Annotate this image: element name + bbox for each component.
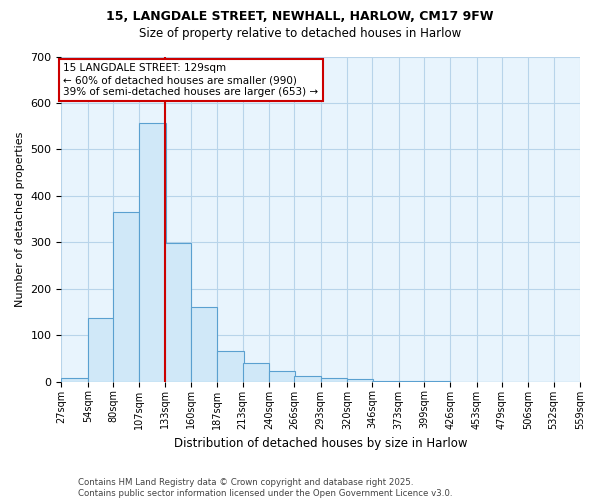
Bar [269,372,295,382]
Bar [191,307,217,382]
Y-axis label: Number of detached properties: Number of detached properties [15,132,25,307]
Bar [347,380,373,382]
Text: Contains HM Land Registry data © Crown copyright and database right 2025.
Contai: Contains HM Land Registry data © Crown c… [78,478,452,498]
Bar [61,378,88,382]
Bar [88,318,114,382]
Bar [321,378,347,382]
Bar [373,380,398,382]
Text: 15, LANGDALE STREET, NEWHALL, HARLOW, CM17 9FW: 15, LANGDALE STREET, NEWHALL, HARLOW, CM… [106,10,494,23]
X-axis label: Distribution of detached houses by size in Harlow: Distribution of detached houses by size … [174,437,467,450]
Bar [113,212,139,382]
Text: 15 LANGDALE STREET: 129sqm
← 60% of detached houses are smaller (990)
39% of sem: 15 LANGDALE STREET: 129sqm ← 60% of deta… [64,64,319,96]
Bar [165,243,191,382]
Text: Size of property relative to detached houses in Harlow: Size of property relative to detached ho… [139,28,461,40]
Bar [295,376,321,382]
Bar [217,352,244,382]
Bar [139,123,166,382]
Bar [243,363,269,382]
